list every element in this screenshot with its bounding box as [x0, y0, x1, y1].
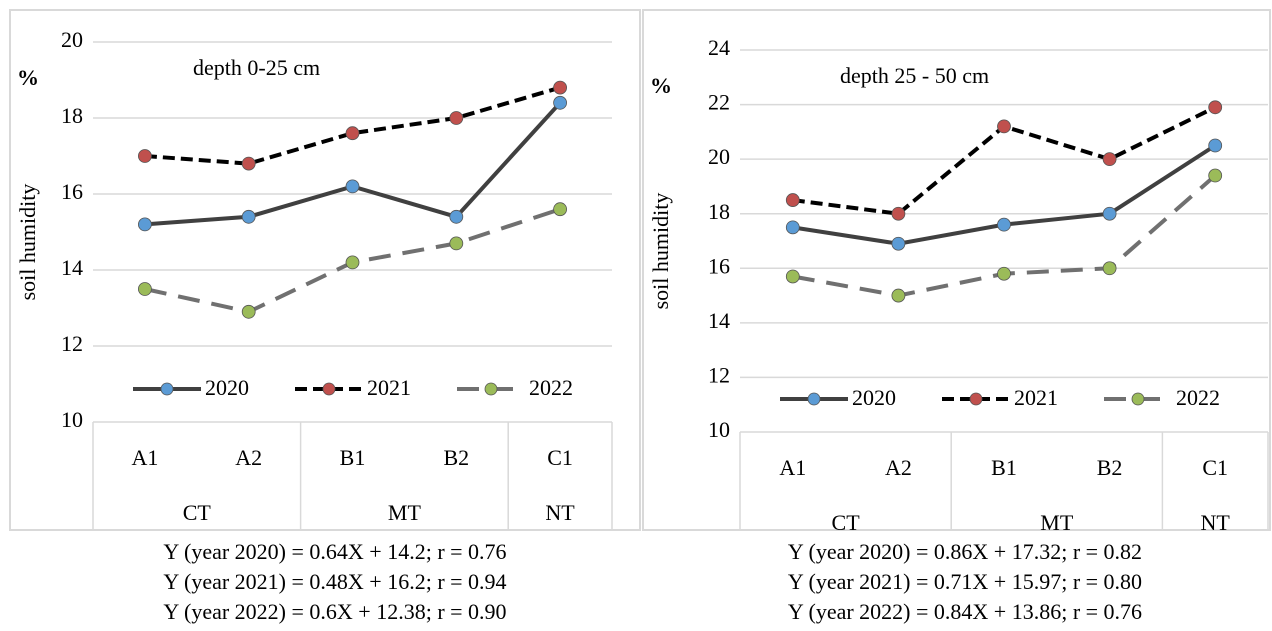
marker	[345, 126, 360, 141]
marker	[1102, 152, 1117, 167]
marker	[997, 119, 1011, 134]
x-tick-label: B2	[443, 445, 469, 470]
marker	[449, 236, 464, 251]
legend-marker	[807, 392, 821, 406]
legend-label: 2020	[852, 385, 896, 410]
marker	[891, 288, 906, 303]
legend-label: 2020	[205, 375, 249, 400]
y-tick-label: 12	[708, 362, 730, 387]
y-tick-label: 24	[708, 35, 730, 60]
equation: Y (year 2021) = 0.71X + 15.97; r = 0.80	[788, 569, 1142, 594]
equation: Y (year 2022) = 0.84X + 13.86; r = 0.76	[788, 599, 1142, 624]
y-tick-label: 16	[708, 253, 730, 278]
equation: Y (year 2020) = 0.64X + 14.2; r = 0.76	[163, 539, 506, 564]
marker	[785, 193, 800, 207]
y-tick-label: 16	[61, 179, 83, 204]
legend-label: 2021	[367, 375, 411, 400]
y-tick-label: 20	[708, 144, 730, 169]
x-tick-label: A2	[885, 455, 912, 480]
x-tick-label: C1	[1202, 455, 1228, 480]
marker	[785, 269, 800, 284]
marker	[137, 282, 152, 296]
marker	[1102, 261, 1117, 276]
marker	[137, 217, 152, 232]
group-label: NT	[1201, 510, 1231, 535]
legend-marker	[160, 382, 174, 396]
series-line	[144, 101, 562, 227]
legend-marker	[484, 382, 498, 396]
marker	[345, 255, 360, 270]
marker	[241, 156, 256, 171]
x-tick-label: B2	[1097, 455, 1123, 480]
marker	[997, 217, 1011, 232]
chart-frame	[9, 9, 641, 531]
marker	[997, 266, 1011, 281]
x-tick-label: A1	[131, 445, 158, 470]
marker	[345, 179, 360, 194]
group-label: MT	[388, 500, 422, 525]
marker	[553, 80, 567, 95]
chart-frame	[642, 9, 1271, 531]
marker	[1208, 100, 1223, 115]
legend-label: 2022	[1176, 385, 1220, 410]
equation: Y (year 2022) = 0.6X + 12.38; r = 0.90	[163, 599, 506, 624]
group-label: MT	[1040, 510, 1074, 535]
legend-marker	[322, 382, 336, 396]
series-line	[144, 85, 561, 166]
legend-marker	[1131, 392, 1145, 406]
legend-label: 2021	[1014, 385, 1058, 410]
y-tick-label: 18	[61, 103, 83, 128]
marker	[553, 95, 567, 110]
y-axis-label: soil humidity	[648, 193, 673, 310]
marker	[137, 149, 152, 163]
equation: Y (year 2020) = 0.86X + 17.32; r = 0.82	[788, 539, 1142, 564]
marker	[553, 202, 567, 217]
x-tick-label: A1	[779, 455, 806, 480]
legend-marker	[969, 392, 983, 406]
group-label: CT	[183, 500, 212, 525]
y-tick-label: 10	[61, 407, 83, 432]
x-tick-label: B1	[991, 455, 1017, 480]
group-label: NT	[545, 500, 575, 525]
marker	[891, 236, 906, 251]
equation: Y (year 2021) = 0.48X + 16.2; r = 0.94	[163, 569, 506, 594]
y-tick-label: 14	[61, 255, 83, 280]
y-tick-label: 12	[61, 331, 83, 356]
marker	[449, 209, 464, 224]
chart-title: depth 0-25 cm	[193, 55, 320, 80]
marker	[891, 206, 906, 221]
marker	[1208, 168, 1223, 183]
x-tick-label: A2	[235, 445, 262, 470]
marker	[241, 304, 256, 319]
unit-label: %	[17, 65, 39, 90]
y-axis-label: soil humidity	[15, 184, 40, 301]
group-label: CT	[832, 510, 861, 535]
y-tick-label: 18	[708, 199, 730, 224]
marker	[241, 209, 256, 224]
unit-label: %	[650, 73, 672, 98]
chart-title: depth 25 - 50 cm	[840, 63, 989, 88]
marker	[449, 111, 464, 125]
marker	[785, 220, 800, 235]
x-tick-label: B1	[340, 445, 366, 470]
legend-label: 2022	[529, 375, 573, 400]
x-tick-label: C1	[547, 445, 573, 470]
marker	[1208, 138, 1223, 153]
y-tick-label: 14	[708, 308, 730, 333]
y-tick-label: 20	[61, 27, 83, 52]
y-tick-label: 22	[708, 90, 730, 115]
marker	[1102, 206, 1117, 221]
y-tick-label: 10	[708, 417, 730, 442]
